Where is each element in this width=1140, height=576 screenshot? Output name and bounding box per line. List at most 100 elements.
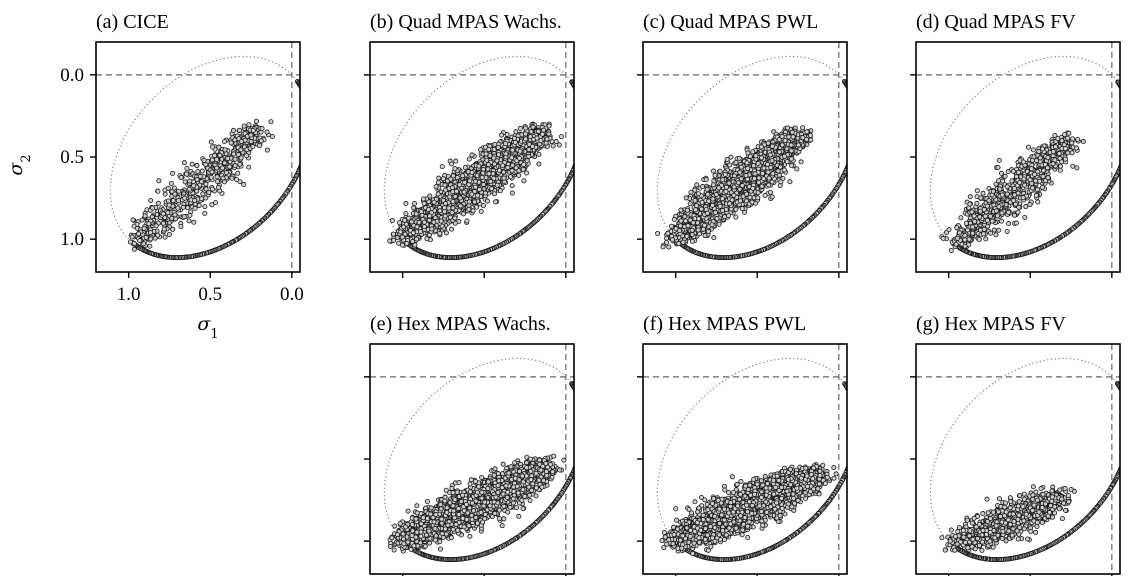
data-point [852, 146, 856, 150]
data-point [449, 185, 455, 191]
data-point [582, 130, 586, 134]
data-point [199, 196, 205, 202]
data-point [850, 154, 854, 158]
y-tick-label: 0.5 [60, 147, 84, 168]
data-point [855, 130, 859, 134]
data-point [581, 137, 585, 141]
data-point [536, 161, 542, 167]
y-tick-label: 1.0 [60, 229, 84, 250]
data-point [189, 161, 195, 167]
axes-frame [95, 41, 301, 273]
data-point [692, 187, 698, 193]
data-point [581, 133, 585, 137]
data-point [467, 178, 473, 184]
data-point [575, 89, 579, 93]
data-point [850, 152, 854, 156]
data-point [476, 163, 482, 169]
data-point [150, 205, 156, 211]
data-point [398, 229, 404, 235]
data-point [308, 129, 312, 133]
data-point [248, 132, 254, 138]
data-point [170, 198, 176, 204]
data-point [576, 92, 580, 96]
data-point [254, 118, 260, 124]
data-point [580, 141, 584, 145]
data-point [578, 97, 582, 101]
data-point [139, 217, 145, 223]
data-point [206, 189, 212, 195]
data-point [440, 176, 446, 182]
data-point [509, 183, 515, 189]
data-point [264, 129, 270, 135]
data-point [308, 128, 312, 132]
data-point [421, 224, 427, 230]
data-point [523, 125, 529, 131]
data-point [582, 112, 586, 116]
data-point [304, 150, 308, 154]
data-point [493, 199, 499, 205]
data-point [575, 89, 579, 93]
data-point [186, 218, 192, 224]
data-point [580, 103, 584, 107]
data-point [851, 95, 855, 99]
data-point [170, 170, 176, 176]
data-point [429, 226, 435, 232]
data-point [399, 242, 405, 248]
data-point [497, 188, 503, 194]
data-point [212, 153, 218, 159]
data-point [469, 152, 475, 158]
data-point [855, 126, 859, 130]
data-point [446, 205, 452, 211]
data-point [418, 229, 424, 235]
data-point [853, 140, 857, 144]
data-point [466, 199, 472, 205]
data-point [181, 214, 187, 220]
data-point [848, 88, 852, 92]
data-point [137, 238, 143, 244]
data-point [232, 156, 238, 162]
x-tick-label: 1.0 [117, 284, 141, 305]
data-point [854, 111, 858, 115]
data-point [851, 148, 855, 152]
data-point [306, 143, 310, 147]
data-point [466, 156, 472, 162]
data-point [136, 231, 142, 237]
data-point [155, 200, 161, 206]
data-point [581, 106, 585, 110]
data-point [508, 174, 514, 180]
data-point [141, 241, 147, 247]
data-point [462, 179, 468, 185]
data-point [849, 156, 853, 160]
data-point [162, 234, 168, 240]
data-point [724, 156, 730, 162]
data-point [535, 128, 541, 134]
data-point [703, 177, 709, 183]
data-point [521, 178, 527, 184]
data-point [512, 139, 518, 145]
data-point [192, 205, 198, 211]
data-point [582, 118, 586, 122]
data-point [389, 218, 395, 224]
data-point [420, 196, 426, 202]
data-point [180, 204, 186, 210]
data-point [418, 209, 424, 215]
data-point [222, 139, 228, 145]
data-point [148, 197, 154, 203]
data-point [767, 189, 773, 195]
data-point [582, 123, 586, 127]
data-point [143, 234, 149, 240]
data-point [581, 106, 585, 110]
data-point [472, 199, 478, 205]
data-point [201, 157, 207, 163]
data-point [307, 132, 311, 136]
data-point [453, 158, 459, 164]
data-point [153, 223, 159, 229]
data-point [435, 179, 441, 185]
data-point [478, 147, 484, 153]
data-point [516, 155, 522, 161]
data-point [160, 220, 166, 226]
data-point [485, 166, 491, 172]
data-point [307, 138, 311, 142]
data-point [500, 163, 506, 169]
data-point [581, 110, 585, 114]
